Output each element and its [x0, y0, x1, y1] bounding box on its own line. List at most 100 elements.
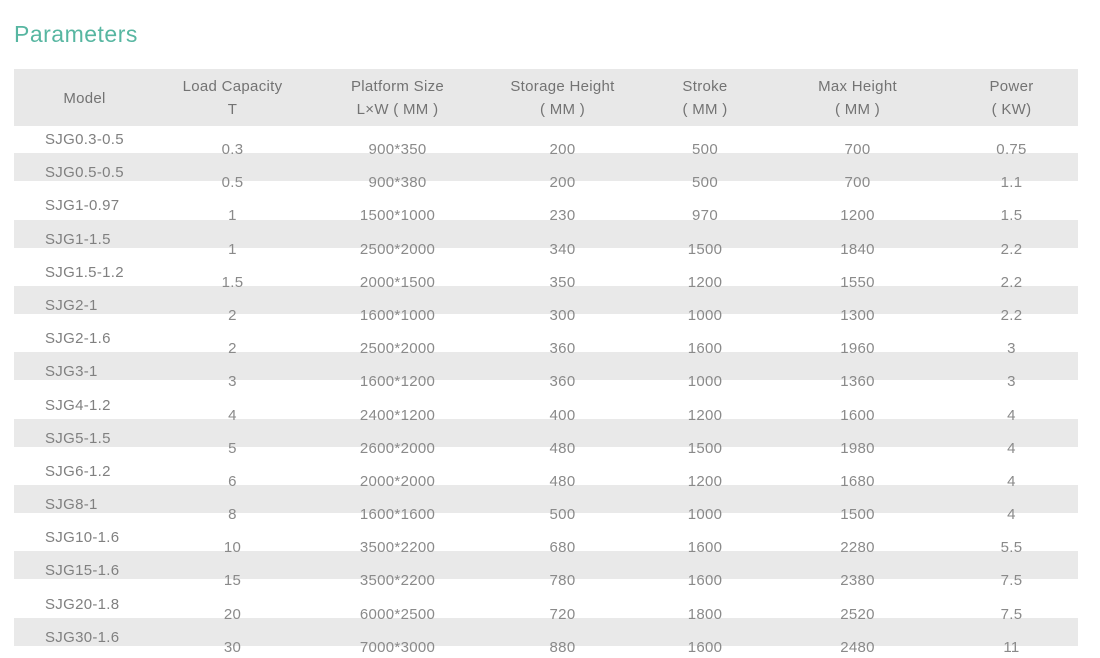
value-cell: 1 — [228, 240, 237, 258]
value-cell: 4 — [1007, 506, 1016, 524]
table-row: SJG8-1 8 1600*1600 500 1000 1500 4 — [14, 485, 1078, 524]
model-cell: SJG20-1.8 — [45, 595, 120, 613]
value-cell: 0.5 — [221, 174, 244, 192]
table-header: Model Load Capacity T Platform Size L×W … — [14, 69, 1078, 126]
value-cell: 1200 — [687, 273, 723, 291]
column-label: Max Height — [818, 78, 897, 95]
value-cell: 4 — [1007, 439, 1016, 457]
value-cell: 1600*1000 — [359, 306, 436, 324]
column-header-power: Power ( KW) — [945, 69, 1078, 126]
value-cell: 7.5 — [1000, 605, 1023, 623]
value-cell: 2 — [228, 306, 237, 324]
model-cell: SJG8-1 — [45, 496, 98, 514]
value-cell: 3500*2200 — [359, 539, 436, 557]
value-cell: 2000*1500 — [359, 273, 436, 291]
value-cell: 200 — [549, 174, 576, 192]
column-label: Platform Size — [350, 78, 445, 95]
value-cell: 5 — [228, 439, 237, 457]
model-cell: SJG1.5-1.2 — [45, 263, 124, 281]
value-cell: 10 — [223, 539, 242, 557]
table-row: SJG10-1.6 10 3500*2200 680 1600 2280 5.5 — [14, 524, 1078, 557]
value-cell: 3 — [1007, 340, 1016, 358]
value-cell: 4 — [1007, 472, 1016, 490]
model-cell: SJG10-1.6 — [45, 529, 120, 547]
model-cell: SJG2-1.6 — [45, 330, 111, 348]
model-cell: SJG0.5-0.5 — [45, 164, 124, 182]
value-cell: 2280 — [840, 539, 875, 557]
value-cell: 700 — [844, 141, 871, 158]
value-cell: 3 — [1007, 373, 1016, 391]
column-unit: L×W ( MM ) — [356, 101, 439, 118]
value-cell: 1.1 — [1000, 174, 1023, 192]
value-cell: 1680 — [840, 472, 875, 490]
value-cell: 2400*1200 — [359, 406, 436, 424]
value-cell: 3 — [228, 373, 237, 391]
table-row: SJG5-1.5 5 2600*2000 480 1500 1980 4 — [14, 418, 1078, 458]
value-cell: 2 — [228, 340, 237, 358]
table-row: SJG15-1.6 15 3500*2200 780 1600 2380 7.5 — [14, 551, 1078, 590]
value-cell: 340 — [549, 240, 576, 258]
value-cell: 1980 — [840, 439, 875, 457]
value-cell: 1500 — [687, 240, 723, 258]
value-cell: 500 — [692, 174, 718, 192]
model-cell: SJG30-1.6 — [45, 628, 120, 646]
value-cell: 1300 — [840, 306, 875, 324]
value-cell: 1500*1000 — [359, 207, 436, 225]
value-cell: 11 — [1003, 638, 1020, 656]
table-row: SJG1-0.97 1 1500*1000 230 970 1200 1.5 — [14, 192, 1078, 225]
value-cell: 500 — [692, 141, 718, 158]
page-title: Parameters — [14, 21, 138, 48]
value-cell: 500 — [549, 506, 576, 524]
parameters-table: Model Load Capacity T Platform Size L×W … — [14, 69, 1078, 657]
column-label: Model — [63, 89, 106, 107]
value-cell: 2520 — [840, 605, 875, 623]
value-cell: 1500 — [840, 506, 875, 524]
value-cell: 2000*2000 — [359, 472, 436, 490]
value-cell: 880 — [549, 638, 576, 656]
value-cell: 480 — [549, 472, 576, 490]
value-cell: 4 — [228, 406, 237, 424]
value-cell: 1550 — [840, 273, 875, 291]
value-cell: 200 — [549, 141, 576, 158]
table-row: SJG0.5-0.5 0.5 900*380 200 500 700 1.1 — [14, 153, 1078, 192]
value-cell: 0.3 — [221, 141, 244, 158]
value-cell: 0.75 — [996, 141, 1027, 158]
column-unit: ( MM ) — [539, 101, 586, 118]
value-cell: 2600*2000 — [359, 439, 436, 457]
table-body: SJG0.3-0.5 0.3 900*350 200 500 700 0.75 SJG0.5-… — [14, 126, 1078, 657]
value-cell: 6 — [228, 472, 237, 490]
value-cell: 300 — [549, 306, 576, 324]
value-cell: 4 — [1007, 406, 1016, 424]
column-header-storage-height: Storage Height ( MM ) — [485, 69, 640, 126]
column-header-max-height: Max Height ( MM ) — [770, 69, 945, 126]
table-row: SJG3-1 3 1600*1200 360 1000 1360 3 — [14, 352, 1078, 391]
value-cell: 360 — [549, 373, 576, 391]
value-cell: 2380 — [840, 572, 875, 590]
value-cell: 1800 — [687, 605, 723, 623]
value-cell: 1360 — [840, 373, 875, 391]
column-label: Power — [989, 78, 1034, 95]
value-cell: 1600*1600 — [359, 506, 436, 524]
value-cell: 1000 — [687, 506, 723, 524]
model-cell: SJG15-1.6 — [45, 562, 120, 580]
table-row: SJG1-1.5 1 2500*2000 340 1500 1840 2.2 — [14, 219, 1078, 259]
model-cell: SJG6-1.2 — [45, 462, 111, 480]
value-cell: 1600 — [687, 572, 723, 590]
column-header-load-capacity: Load Capacity T — [155, 69, 310, 126]
model-cell: SJG2-1 — [45, 296, 98, 314]
value-cell: 2500*2000 — [359, 240, 436, 258]
table-row: SJG2-1.6 2 2500*2000 360 1600 1960 3 — [14, 325, 1078, 358]
table-row: SJG2-1 2 1600*1000 300 1000 1300 2.2 — [14, 285, 1078, 325]
model-cell: SJG1-1.5 — [45, 230, 111, 248]
value-cell: 1200 — [687, 406, 723, 424]
table-row: SJG30-1.6 30 7000*3000 880 1600 2480 11 — [14, 617, 1078, 657]
value-cell: 230 — [549, 207, 576, 225]
column-unit: ( MM ) — [834, 101, 881, 118]
table-row: SJG6-1.2 6 2000*2000 480 1200 1680 4 — [14, 458, 1078, 491]
column-header-model: Model — [14, 69, 155, 126]
model-cell: SJG3-1 — [45, 363, 98, 381]
column-label: Load Capacity — [182, 78, 283, 95]
value-cell: 700 — [844, 174, 871, 192]
column-label: Storage Height — [510, 78, 615, 95]
table-row: SJG4-1.2 4 2400*1200 400 1200 1600 4 — [14, 392, 1078, 425]
